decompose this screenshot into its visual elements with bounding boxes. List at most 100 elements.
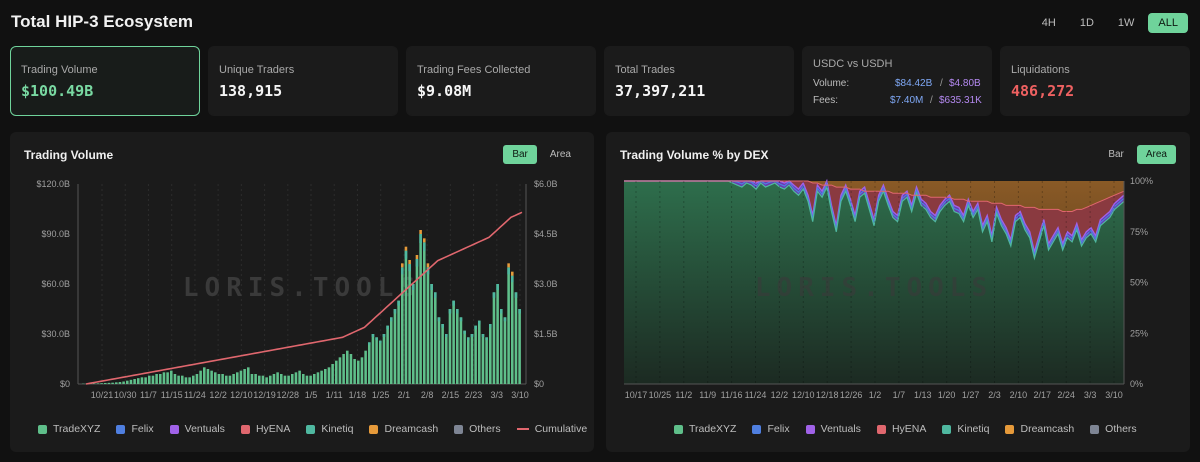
x-tick-label: 12/10 — [792, 390, 815, 400]
bar-kinetiq — [368, 342, 371, 345]
legend-item-ventuals[interactable]: Ventuals — [806, 423, 861, 435]
legend-item-kinetiq[interactable]: Kinetiq — [942, 423, 989, 435]
stat-card-unique-traders[interactable]: Unique Traders 138,915 — [208, 46, 398, 116]
bar-tradexyz — [269, 376, 272, 384]
legend-label: Kinetiq — [321, 423, 353, 435]
range-1w-button[interactable]: 1W — [1108, 13, 1145, 33]
bar-tradexyz — [148, 376, 151, 384]
legend-item-others[interactable]: Others — [1090, 423, 1137, 435]
separator: / — [940, 78, 943, 89]
legend-item-cumulative[interactable]: Cumulative — [517, 423, 588, 435]
legend-label: Felix — [767, 423, 789, 435]
bar-kinetiq — [485, 337, 488, 340]
chart-legend: TradeXYZ Felix Ventuals HyENA Kinetiq Dreamca… — [674, 423, 1137, 435]
bar-kinetiq — [397, 301, 400, 306]
x-tick-label: 2/3 — [988, 390, 1001, 400]
bar-tradexyz — [493, 292, 496, 384]
bar-kinetiq — [390, 317, 393, 321]
legend-item-ventuals[interactable]: Ventuals — [170, 423, 225, 435]
legend-item-others[interactable]: Others — [454, 423, 501, 435]
bar-kinetiq — [441, 324, 444, 328]
stat-card-total-trades[interactable]: Total Trades 37,397,211 — [604, 46, 794, 116]
bar-tradexyz — [262, 376, 265, 384]
legend-item-dreamcash[interactable]: Dreamcash — [1005, 423, 1074, 435]
bar-dreamcash — [401, 263, 404, 267]
legend-swatch — [942, 425, 951, 434]
bar-dreamcash — [416, 255, 419, 259]
x-tick-label: 12/26 — [840, 390, 863, 400]
legend-item-hyena[interactable]: HyENA — [877, 423, 926, 435]
bar-tradexyz — [163, 372, 166, 384]
bar-tradexyz — [430, 284, 433, 384]
bar-tradexyz — [474, 326, 477, 384]
legend-item-hyena[interactable]: HyENA — [241, 423, 290, 435]
x-tick-label: 10/25 — [649, 390, 672, 400]
stat-label: Total Trades — [615, 64, 675, 76]
bar-tradexyz — [192, 376, 195, 384]
bar-kinetiq — [438, 317, 441, 321]
x-tick-label: 12/19 — [253, 390, 276, 400]
stat-card-trading-fees[interactable]: Trading Fees Collected $9.08M — [406, 46, 596, 116]
bar-tradexyz — [100, 383, 103, 384]
bar-kinetiq — [496, 284, 499, 290]
legend-swatch — [674, 425, 683, 434]
legend-item-dreamcash[interactable]: Dreamcash — [369, 423, 438, 435]
bar-kinetiq — [383, 334, 386, 337]
bar-tradexyz — [368, 342, 371, 384]
bar-kinetiq — [408, 264, 411, 271]
bar-kinetiq — [478, 321, 481, 325]
legend-label: Ventuals — [821, 423, 861, 435]
stat-card-usdc-vs-usdh[interactable]: USDC vs USDH Volume: $84.42B / $4.80B Fe… — [802, 46, 992, 116]
x-tick-label: 2/8 — [421, 390, 434, 400]
range-1d-button[interactable]: 1D — [1070, 13, 1104, 33]
bar-tradexyz — [236, 372, 239, 384]
bar-tradexyz — [434, 292, 437, 384]
x-tick-label: 1/7 — [893, 390, 906, 400]
bar-tradexyz — [309, 376, 312, 384]
volume-share-chart: 10/17 10/25 11/2 11/9 11/16 11/24 12/2 12/10 12/… — [606, 132, 1190, 417]
bar-tradexyz — [251, 374, 254, 384]
bar-dreamcash — [419, 230, 422, 234]
bar-tradexyz — [247, 367, 250, 384]
stat-card-liquidations[interactable]: Liquidations 486,272 — [1000, 46, 1190, 116]
bar-kinetiq — [493, 292, 496, 298]
bar-tradexyz — [210, 371, 213, 384]
y-tick-label: 0% — [1130, 379, 1143, 389]
bar-kinetiq — [500, 309, 503, 314]
range-4h-button[interactable]: 4H — [1032, 13, 1066, 33]
bar-kinetiq — [445, 334, 448, 337]
bar-tradexyz — [500, 309, 503, 384]
bar-tradexyz — [276, 372, 279, 384]
legend-item-kinetiq[interactable]: Kinetiq — [306, 423, 353, 435]
bar-tradexyz — [463, 331, 466, 384]
bar-tradexyz — [104, 383, 107, 384]
bar-tradexyz — [390, 317, 393, 384]
x-tick-label: 2/23 — [465, 390, 483, 400]
stat-card-trading-volume[interactable]: Trading Volume $100.49B — [10, 46, 200, 116]
bar-kinetiq — [449, 309, 452, 314]
bar-kinetiq — [507, 267, 510, 274]
bar-tradexyz — [199, 371, 202, 384]
legend-swatch — [752, 425, 761, 434]
x-tick-label: 12/18 — [816, 390, 839, 400]
legend-label: Dreamcash — [1020, 423, 1074, 435]
x-tick-label: 3/10 — [511, 390, 529, 400]
legend-item-tradexyz[interactable]: TradeXYZ — [38, 423, 100, 435]
bar-tradexyz — [243, 369, 246, 384]
x-tick-label: 2/24 — [1057, 390, 1075, 400]
bar-tradexyz — [166, 372, 169, 384]
x-tick-label: 11/24 — [184, 390, 206, 400]
bar-tradexyz — [188, 377, 191, 384]
y-tick-label: 75% — [1130, 227, 1148, 237]
x-tick-label: 1/2 — [869, 390, 882, 400]
legend-item-felix[interactable]: Felix — [752, 423, 789, 435]
legend-item-felix[interactable]: Felix — [116, 423, 153, 435]
bar-dreamcash — [427, 263, 430, 267]
range-all-button[interactable]: ALL — [1148, 13, 1188, 33]
bar-tradexyz — [159, 374, 162, 384]
legend-swatch — [1090, 425, 1099, 434]
legend-swatch — [38, 425, 47, 434]
x-tick-label: 11/9 — [699, 390, 716, 400]
bar-kinetiq — [372, 334, 375, 337]
legend-item-tradexyz[interactable]: TradeXYZ — [674, 423, 736, 435]
